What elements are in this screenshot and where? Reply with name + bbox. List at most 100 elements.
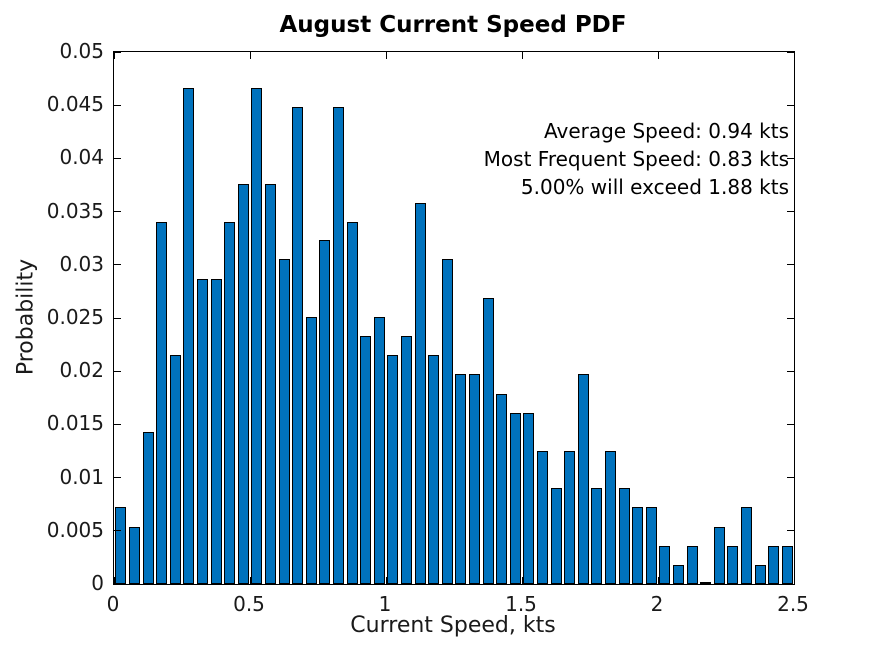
histogram-bar: [400, 336, 412, 584]
histogram-bar: [156, 222, 168, 584]
histogram-bar: [210, 279, 222, 584]
histogram-bar: [169, 355, 181, 584]
histogram-bar: [740, 507, 752, 584]
histogram-bar: [305, 317, 317, 584]
y-tick-right: [787, 530, 794, 532]
y-tick-label: 0.04: [59, 145, 104, 170]
y-tick-left: [114, 583, 121, 585]
histogram-bar: [727, 546, 739, 584]
x-tick-bottom: [385, 577, 387, 584]
plot-area: Average Speed: 0.94 kts Most Frequent Sp…: [113, 51, 795, 585]
x-tick-label: 2: [650, 592, 664, 616]
y-tick-right: [787, 104, 794, 106]
y-tick-left: [114, 370, 121, 372]
histogram-bar: [754, 565, 766, 584]
histogram-bar: [523, 413, 535, 584]
chart-title: August Current Speed PDF: [279, 12, 627, 38]
histogram-bar: [387, 355, 399, 584]
y-tick-label: 0.01: [59, 464, 104, 489]
histogram-bar: [713, 527, 725, 584]
histogram-bar: [115, 507, 127, 584]
y-tick-left: [114, 157, 121, 159]
y-tick-label: 0.025: [46, 305, 104, 329]
y-tick-right: [787, 370, 794, 372]
x-tick-top: [113, 52, 115, 59]
y-tick-label: 0.035: [46, 198, 104, 223]
x-tick-top: [385, 52, 387, 59]
histogram-bar: [482, 298, 494, 584]
histogram-bar: [278, 259, 290, 584]
x-tick-label: 0: [106, 592, 120, 616]
histogram-bar: [659, 546, 671, 584]
histogram-bar: [414, 203, 426, 584]
histogram-bar: [142, 432, 154, 584]
annotation-average-speed: Average Speed: 0.94 kts: [543, 119, 789, 143]
histogram-bar: [577, 374, 589, 584]
x-tick-bottom: [521, 577, 523, 584]
histogram-bar: [373, 317, 385, 584]
histogram-bar: [604, 451, 616, 584]
histogram-bar: [509, 413, 521, 584]
y-tick-label: 0.015: [46, 411, 104, 436]
histogram-bar: [332, 107, 344, 584]
y-tick-right: [787, 51, 794, 53]
y-tick-left: [114, 423, 121, 425]
histogram-bar: [781, 546, 793, 584]
histogram-bar: [319, 240, 331, 584]
y-tick-left: [114, 317, 121, 319]
y-tick-label: 0.045: [46, 92, 104, 117]
x-tick-label: 2.5: [777, 592, 809, 616]
histogram-bar: [564, 451, 576, 584]
histogram-bar: [196, 279, 208, 584]
x-tick-bottom: [249, 577, 251, 584]
x-tick-top: [657, 52, 659, 59]
y-tick-right: [787, 211, 794, 213]
y-tick-label: 0.03: [59, 251, 104, 276]
histogram-bar: [428, 355, 440, 584]
histogram-bar: [536, 451, 548, 584]
y-tick-right: [787, 477, 794, 479]
histogram-bar: [496, 394, 508, 584]
histogram-bar: [550, 488, 562, 584]
y-tick-right: [787, 423, 794, 425]
histogram-bar: [224, 222, 236, 584]
histogram-bar: [455, 374, 467, 584]
y-tick-left: [114, 264, 121, 266]
histogram-bar-zero: [700, 582, 712, 584]
histogram-bar: [591, 488, 603, 584]
histogram-bar: [128, 527, 140, 584]
histogram-bar: [768, 546, 780, 584]
histogram-bar: [346, 222, 358, 584]
annotation-exceedance: 5.00% will exceed 1.88 kts: [520, 175, 789, 199]
y-tick-label: 0.005: [46, 517, 104, 542]
y-tick-label: 0.05: [59, 39, 104, 63]
y-tick-right: [787, 583, 794, 585]
histogram-bar: [672, 565, 684, 584]
histogram-bar: [618, 488, 630, 584]
histogram-bar: [292, 107, 304, 584]
y-tick-left: [114, 51, 121, 53]
histogram-bar: [360, 336, 372, 584]
histogram-bar: [468, 374, 480, 584]
x-tick-top: [793, 52, 795, 59]
annotation-most-frequent-speed: Most Frequent Speed: 0.83 kts: [483, 147, 789, 171]
histogram-bar: [645, 507, 657, 584]
annotation-block: Average Speed: 0.94 kts Most Frequent Sp…: [484, 117, 789, 201]
y-tick-right: [787, 317, 794, 319]
histogram-bar: [264, 184, 276, 584]
x-tick-top: [521, 52, 523, 59]
y-tick-label: 0.02: [59, 358, 104, 383]
x-tick-bottom: [793, 577, 795, 584]
y-tick-left: [114, 530, 121, 532]
y-tick-left: [114, 211, 121, 213]
x-tick-label: 1: [378, 592, 392, 616]
y-tick-label: 0: [91, 571, 104, 595]
x-tick-bottom: [657, 577, 659, 584]
histogram-bar: [632, 507, 644, 584]
x-tick-label: 0.5: [233, 592, 265, 616]
y-tick-right: [787, 264, 794, 266]
y-tick-left: [114, 104, 121, 106]
histogram-bar: [237, 184, 249, 584]
histogram-bar: [686, 546, 698, 584]
